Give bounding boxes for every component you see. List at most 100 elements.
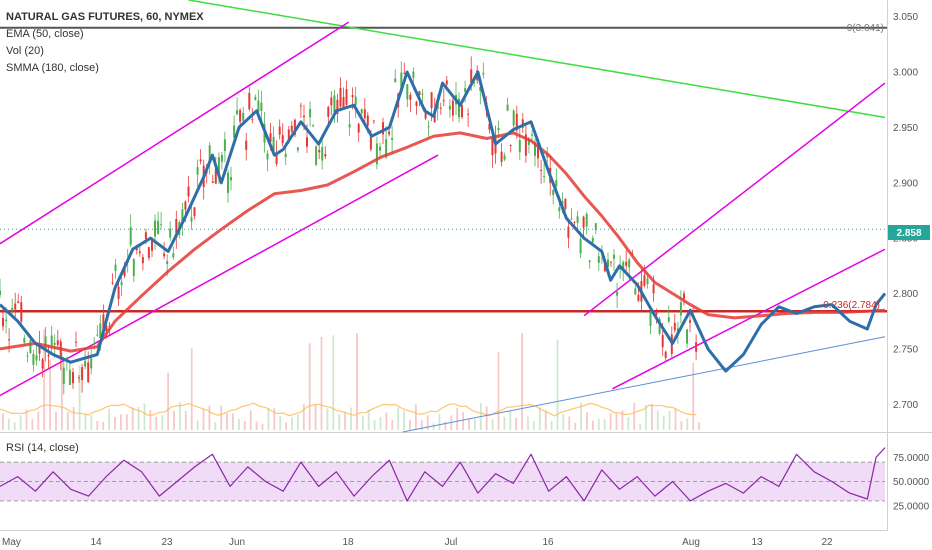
volume-bar xyxy=(297,414,299,430)
volume-bar xyxy=(367,409,370,430)
ema-line[interactable] xyxy=(0,70,887,373)
candle-body xyxy=(558,207,561,212)
candle-body xyxy=(661,335,664,348)
candle-body xyxy=(93,343,96,345)
candle-body xyxy=(506,104,509,111)
price-tick-label: 2.950 xyxy=(893,123,918,134)
candle-body xyxy=(683,293,685,299)
candle-body xyxy=(515,113,518,131)
volume-bar xyxy=(238,418,240,430)
candle-body xyxy=(208,145,211,163)
volume-bar xyxy=(190,348,193,430)
candle-body xyxy=(382,122,384,135)
smma-line[interactable] xyxy=(0,131,886,353)
legend-ema[interactable]: EMA (50, close) xyxy=(6,28,84,40)
candle-body xyxy=(342,97,345,110)
volume-bar xyxy=(497,352,500,430)
volume-bar xyxy=(13,422,16,430)
candle-body xyxy=(354,96,357,105)
drawing-tools[interactable] xyxy=(0,0,887,433)
candle-body xyxy=(518,139,521,153)
volume-bar xyxy=(645,405,647,430)
candle-body xyxy=(467,113,470,115)
volume-bar xyxy=(350,407,352,430)
candle-body xyxy=(181,209,184,223)
candle-body xyxy=(309,109,312,118)
volume-bar xyxy=(409,420,411,430)
candle-body xyxy=(531,134,533,136)
candle-body xyxy=(236,110,239,115)
candle-body xyxy=(299,105,302,107)
volume-bar xyxy=(597,418,600,430)
volume-bar xyxy=(556,339,559,430)
candle-body xyxy=(628,259,631,268)
candle-body xyxy=(579,239,582,254)
volume-bar xyxy=(173,411,175,430)
candle-body xyxy=(488,123,491,130)
candle-body xyxy=(23,338,26,343)
candle-body xyxy=(154,220,156,237)
candle-body xyxy=(111,282,114,284)
candle-body xyxy=(540,170,543,171)
candle-body xyxy=(129,227,132,245)
volume-bar xyxy=(155,416,158,430)
candle-body xyxy=(199,159,202,162)
candle-body xyxy=(491,138,494,156)
time-tick-label: 13 xyxy=(751,537,763,548)
volume-bar xyxy=(615,413,618,430)
candle-body xyxy=(157,220,160,234)
volume-bar xyxy=(226,413,228,430)
volume-bar xyxy=(373,420,376,430)
volume-bar xyxy=(232,413,234,430)
channel-upper-line[interactable] xyxy=(0,21,350,245)
candle-body xyxy=(99,323,102,338)
volume-bar xyxy=(391,420,394,430)
rising-channel-upper-line[interactable] xyxy=(583,82,886,317)
volume-bar xyxy=(125,414,128,430)
volume-bar xyxy=(674,408,677,430)
candle-body xyxy=(461,105,463,117)
candle-body xyxy=(53,342,56,345)
volume-bar xyxy=(456,408,459,430)
candle-body xyxy=(503,155,506,160)
candle-body xyxy=(29,340,32,353)
volume-bar xyxy=(656,410,659,430)
rsi-line[interactable] xyxy=(0,447,886,502)
candle-body xyxy=(239,110,242,122)
candle-body xyxy=(90,358,93,369)
candle-body xyxy=(211,181,214,183)
candle-body xyxy=(315,146,318,165)
volume-bars xyxy=(0,329,700,430)
candle-body xyxy=(360,109,363,114)
candle-body xyxy=(187,186,190,197)
volume-bar xyxy=(255,421,258,430)
candle-body xyxy=(594,223,597,230)
candle-body xyxy=(166,261,169,265)
candle-body xyxy=(439,107,442,109)
indicator-lines xyxy=(0,70,887,373)
volume-bar xyxy=(43,329,46,430)
long-trendline[interactable] xyxy=(402,336,886,433)
channel-lower-line[interactable] xyxy=(0,154,439,397)
candle-body xyxy=(613,254,615,259)
candle-body xyxy=(400,72,403,92)
candle-body xyxy=(257,100,260,113)
time-tick-label: Aug xyxy=(682,537,700,548)
volume-bar xyxy=(385,412,388,430)
candle-body xyxy=(500,151,503,162)
rising-channel-lower-line[interactable] xyxy=(612,248,886,390)
candle-body xyxy=(41,359,44,369)
legend-rsi[interactable]: RSI (14, close) xyxy=(6,442,79,454)
volume-bar xyxy=(102,422,105,430)
volume-bar xyxy=(167,372,169,430)
legend-smma[interactable]: SMMA (180, close) xyxy=(6,62,99,74)
volume-bar xyxy=(361,415,364,430)
candle-body xyxy=(570,218,573,220)
candle-body xyxy=(38,343,41,354)
downtrend-line[interactable] xyxy=(188,0,886,119)
volume-bar xyxy=(397,407,400,430)
legend-vol[interactable]: Vol (20) xyxy=(6,45,44,57)
candle-body xyxy=(193,207,196,217)
candle-body xyxy=(81,367,84,381)
